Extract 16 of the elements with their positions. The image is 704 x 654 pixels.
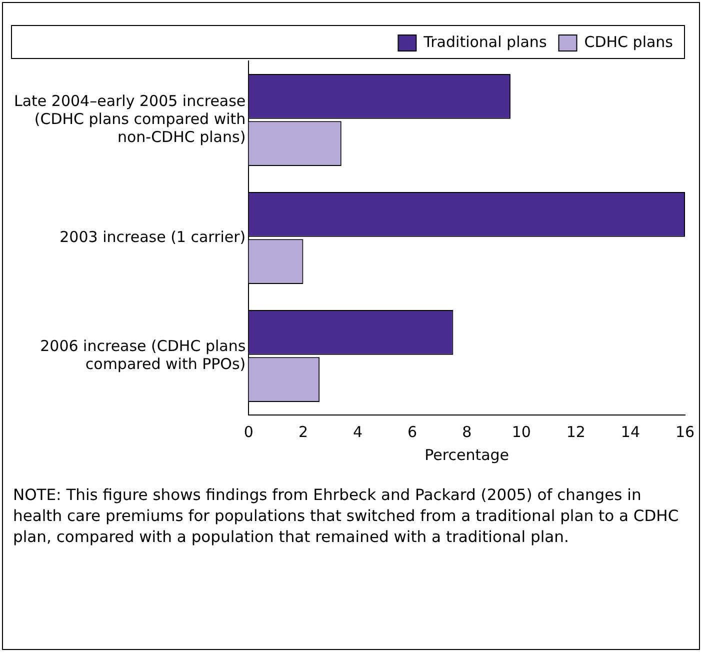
x-tick-label: 0 — [244, 422, 254, 441]
x-axis-title: Percentage — [424, 446, 510, 464]
legend-label: CDHC plans — [584, 32, 674, 51]
x-tick-label: 10 — [512, 422, 531, 441]
legend-label: Traditional plans — [422, 32, 547, 51]
y-tick-label: 2006 increase (CDHC plans compared with PPOs) — [40, 336, 246, 373]
x-tick-label: 12 — [566, 422, 586, 441]
y-tick-label: Late 2004–early 2005 increase (CDHC plans compared with non-CDHC plans) — [14, 92, 246, 146]
x-tick-label: 14 — [620, 422, 640, 441]
y-tick-label: 2003 increase (1 carrier) — [60, 228, 246, 246]
x-tick-label: 16 — [675, 422, 695, 441]
x-tick-label: 6 — [408, 422, 418, 441]
x-tick-label: 2 — [298, 422, 308, 441]
x-tick-label: 4 — [352, 422, 363, 441]
text: NOTE: This figure shows findings from Ehrbeck and Packard (2005) of changes in health care premiums for populations that switched from a traditional plan to a CDHC plan, compared with a population that remained with a traditional plan. — [13, 485, 680, 548]
x-tick-label: 8 — [462, 422, 472, 441]
